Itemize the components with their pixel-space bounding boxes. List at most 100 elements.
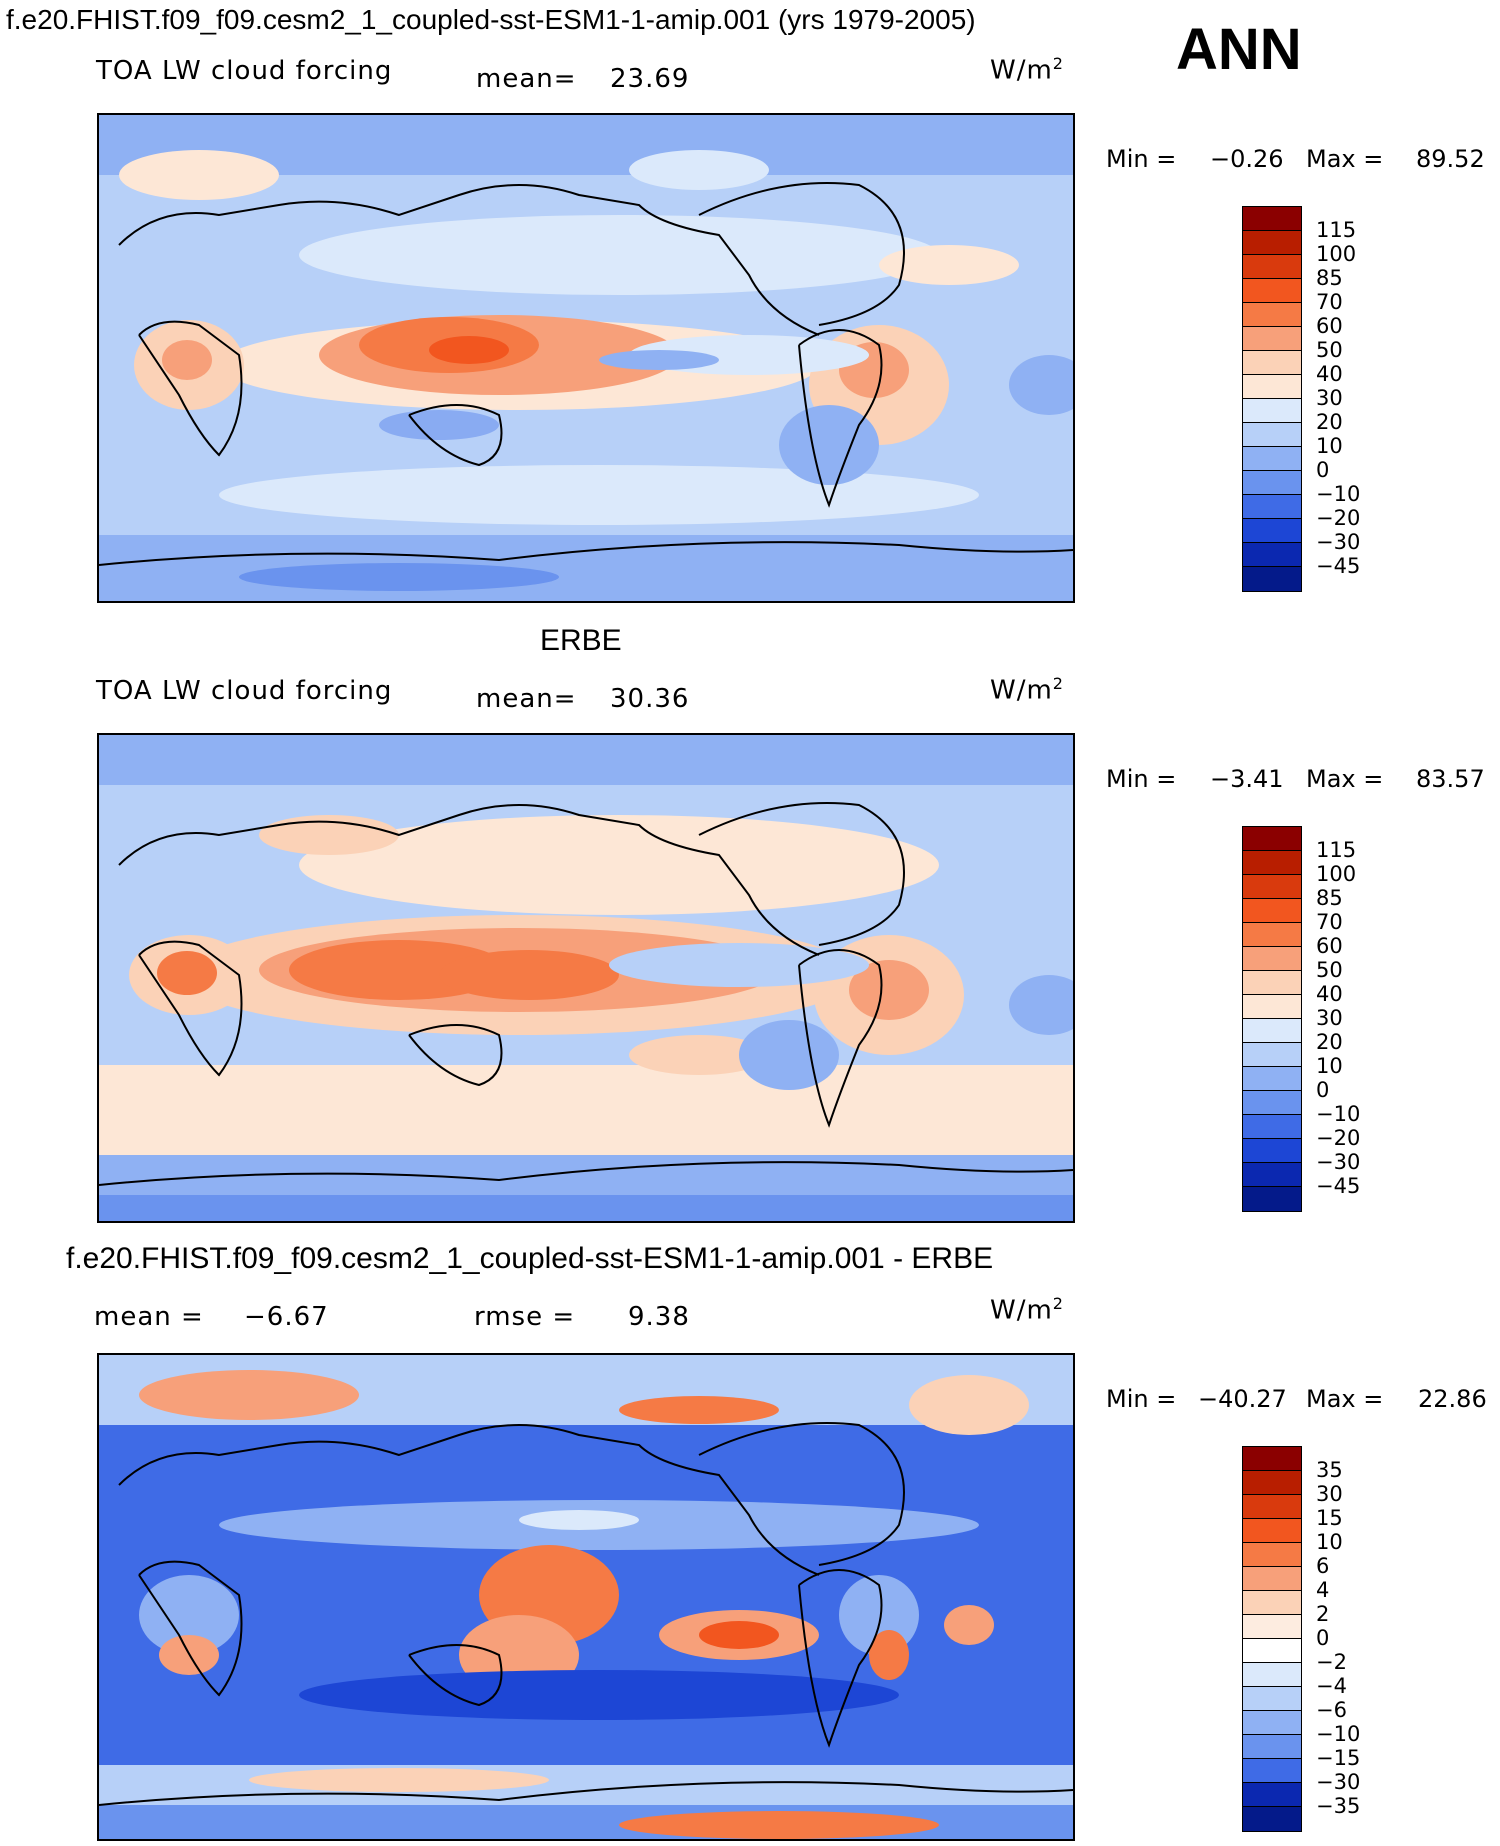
panel1-map-svg bbox=[99, 115, 1073, 601]
panel1-mean-label: mean= bbox=[476, 64, 577, 94]
panel3-heading: f.e20.FHIST.f09_f09.cesm2_1_coupled-sst-… bbox=[66, 1242, 994, 1275]
colorbar-segment bbox=[1243, 303, 1301, 327]
colorbar-level-label: 0 bbox=[1316, 458, 1330, 482]
colorbar-segment bbox=[1243, 519, 1301, 543]
season-label: ANN bbox=[1176, 17, 1302, 82]
panel1-colorbar bbox=[1242, 206, 1302, 592]
colorbar-level-label: 2 bbox=[1316, 1602, 1330, 1626]
colorbar-segment bbox=[1243, 1019, 1301, 1043]
colorbar-level-label: 40 bbox=[1316, 982, 1343, 1006]
panel3-min-value: −40.27 bbox=[1198, 1385, 1287, 1413]
colorbar-segment bbox=[1243, 1663, 1301, 1687]
colorbar-level-label: 4 bbox=[1316, 1578, 1330, 1602]
colorbar-level-label: −15 bbox=[1316, 1746, 1361, 1770]
colorbar-segment bbox=[1243, 971, 1301, 995]
panel2-min-label: Min = bbox=[1106, 765, 1177, 793]
colorbar-segment bbox=[1243, 255, 1301, 279]
panel2-map bbox=[97, 733, 1075, 1223]
panel3-mean-label: mean = bbox=[94, 1302, 204, 1332]
colorbar-segment bbox=[1243, 1639, 1301, 1663]
colorbar-segment bbox=[1243, 543, 1301, 567]
colorbar-level-label: 70 bbox=[1316, 290, 1343, 314]
colorbar-level-label: −20 bbox=[1316, 1126, 1361, 1150]
panel3-units: W/m2 bbox=[990, 1294, 1064, 1326]
panel3-max-value: 22.86 bbox=[1418, 1385, 1487, 1413]
colorbar-level-label: 10 bbox=[1316, 434, 1343, 458]
panel3-rmse-value: 9.38 bbox=[628, 1302, 690, 1332]
colorbar-segment bbox=[1243, 851, 1301, 875]
colorbar-segment bbox=[1243, 1067, 1301, 1091]
colorbar-level-label: 0 bbox=[1316, 1626, 1330, 1650]
colorbar-level-label: 60 bbox=[1316, 314, 1343, 338]
colorbar-segment bbox=[1243, 947, 1301, 971]
colorbar-segment bbox=[1243, 827, 1301, 851]
panel1-max-label: Max = bbox=[1306, 145, 1384, 173]
colorbar-segment bbox=[1243, 1187, 1301, 1211]
colorbar-segment bbox=[1243, 327, 1301, 351]
colorbar-segment bbox=[1243, 447, 1301, 471]
colorbar-segment bbox=[1243, 995, 1301, 1019]
colorbar-level-label: 15 bbox=[1316, 1506, 1343, 1530]
colorbar-level-label: 50 bbox=[1316, 338, 1343, 362]
colorbar-segment bbox=[1243, 1471, 1301, 1495]
colorbar-segment bbox=[1243, 899, 1301, 923]
panel2-mean-value: 30.36 bbox=[610, 684, 690, 714]
colorbar-segment bbox=[1243, 1687, 1301, 1711]
panel1-min-value: −0.26 bbox=[1210, 145, 1284, 173]
colorbar-level-label: 20 bbox=[1316, 410, 1343, 434]
panel1-map bbox=[97, 113, 1075, 603]
colorbar-segment bbox=[1243, 399, 1301, 423]
panel3-mean-value: −6.67 bbox=[244, 1302, 329, 1332]
colorbar-segment bbox=[1243, 423, 1301, 447]
colorbar-level-label: −30 bbox=[1316, 530, 1361, 554]
colorbar-level-label: 85 bbox=[1316, 266, 1343, 290]
colorbar-segment bbox=[1243, 1615, 1301, 1639]
colorbar-level-label: −35 bbox=[1316, 1794, 1361, 1818]
panel2-max-value: 83.57 bbox=[1416, 765, 1485, 793]
colorbar-level-label: −45 bbox=[1316, 1174, 1361, 1198]
panel2-map-svg bbox=[99, 735, 1073, 1221]
colorbar-level-label: 30 bbox=[1316, 386, 1343, 410]
panel2-variable: TOA LW cloud forcing bbox=[96, 676, 393, 706]
colorbar-level-label: −4 bbox=[1316, 1674, 1347, 1698]
panel1-mean-value: 23.69 bbox=[610, 64, 690, 94]
colorbar-level-label: 30 bbox=[1316, 1006, 1343, 1030]
colorbar-level-label: 70 bbox=[1316, 910, 1343, 934]
colorbar-level-label: −2 bbox=[1316, 1650, 1347, 1674]
colorbar-level-label: −45 bbox=[1316, 554, 1361, 578]
colorbar-level-label: −30 bbox=[1316, 1770, 1361, 1794]
colorbar-level-label: −30 bbox=[1316, 1150, 1361, 1174]
colorbar-level-label: 10 bbox=[1316, 1530, 1343, 1554]
colorbar-level-label: 60 bbox=[1316, 934, 1343, 958]
colorbar-level-label: −20 bbox=[1316, 506, 1361, 530]
colorbar-segment bbox=[1243, 1447, 1301, 1471]
colorbar-segment bbox=[1243, 1807, 1301, 1831]
colorbar-segment bbox=[1243, 1091, 1301, 1115]
colorbar-segment bbox=[1243, 1163, 1301, 1187]
colorbar-segment bbox=[1243, 495, 1301, 519]
panel3-colorbar bbox=[1242, 1446, 1302, 1832]
panel1-variable: TOA LW cloud forcing bbox=[96, 56, 393, 86]
colorbar-segment bbox=[1243, 1495, 1301, 1519]
colorbar-segment bbox=[1243, 375, 1301, 399]
colorbar-level-label: 100 bbox=[1316, 862, 1357, 886]
colorbar-level-label: 85 bbox=[1316, 886, 1343, 910]
main-title: f.e20.FHIST.f09_f09.cesm2_1_coupled-sst-… bbox=[6, 4, 976, 35]
colorbar-segment bbox=[1243, 207, 1301, 231]
colorbar-segment bbox=[1243, 231, 1301, 255]
colorbar-segment bbox=[1243, 279, 1301, 303]
colorbar-segment bbox=[1243, 1783, 1301, 1807]
colorbar-segment bbox=[1243, 1519, 1301, 1543]
colorbar-level-label: −10 bbox=[1316, 482, 1361, 506]
panel2-heading: ERBE bbox=[540, 624, 622, 657]
colorbar-segment bbox=[1243, 1711, 1301, 1735]
colorbar-level-label: 35 bbox=[1316, 1458, 1343, 1482]
colorbar-segment bbox=[1243, 1043, 1301, 1067]
colorbar-level-label: 0 bbox=[1316, 1078, 1330, 1102]
colorbar-level-label: 40 bbox=[1316, 362, 1343, 386]
colorbar-segment bbox=[1243, 567, 1301, 591]
colorbar-segment bbox=[1243, 1591, 1301, 1615]
colorbar-level-label: −6 bbox=[1316, 1698, 1347, 1722]
colorbar-segment bbox=[1243, 1735, 1301, 1759]
panel1-max-value: 89.52 bbox=[1416, 145, 1485, 173]
